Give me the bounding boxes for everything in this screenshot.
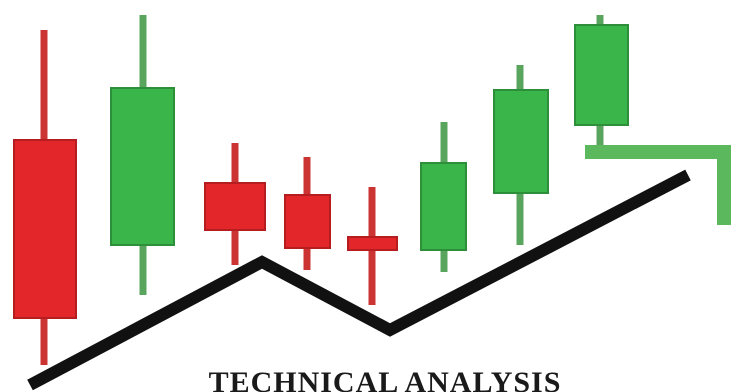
candle-body [13,139,77,319]
candle-body [574,24,629,126]
candle-body [284,194,331,249]
candle-body [420,162,467,251]
candlesticks [13,15,629,365]
trend-line [27,169,691,391]
candle-body [204,182,266,231]
green-arrow [585,145,731,225]
candle-body [493,89,549,194]
candle-body [347,236,398,251]
candle-body [110,87,175,246]
caption: TECHNICAL ANALYSIS [209,366,562,392]
